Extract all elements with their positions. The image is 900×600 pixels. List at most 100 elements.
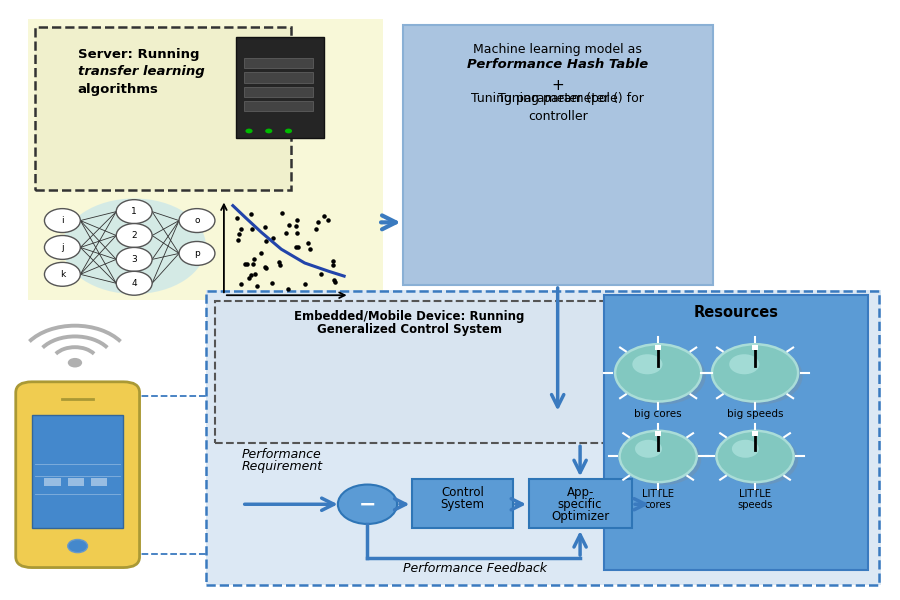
Point xyxy=(244,209,258,219)
Point xyxy=(266,233,281,242)
Text: Generalized Control System: Generalized Control System xyxy=(317,323,502,335)
Bar xyxy=(655,431,661,436)
Bar xyxy=(412,479,513,528)
Point xyxy=(259,236,274,245)
Point xyxy=(290,228,304,238)
Text: i: i xyxy=(61,216,64,225)
Point xyxy=(245,224,259,234)
Point xyxy=(254,248,268,257)
Text: speeds: speeds xyxy=(737,500,773,510)
Bar xyxy=(68,478,84,487)
Bar xyxy=(206,290,881,586)
Point xyxy=(248,269,263,278)
Circle shape xyxy=(615,344,701,401)
Circle shape xyxy=(246,128,253,133)
Text: Machine learning model as: Machine learning model as xyxy=(473,43,642,56)
Bar xyxy=(244,87,312,97)
Text: Requirement: Requirement xyxy=(242,460,323,473)
Text: 3: 3 xyxy=(131,255,137,264)
Circle shape xyxy=(179,209,215,233)
Circle shape xyxy=(619,431,697,482)
Point xyxy=(266,278,280,288)
Text: p: p xyxy=(194,249,200,258)
Bar xyxy=(403,25,713,285)
Circle shape xyxy=(619,347,706,404)
Bar xyxy=(244,73,312,83)
Point xyxy=(282,220,296,230)
Text: o: o xyxy=(194,216,200,225)
Bar xyxy=(215,301,605,443)
Circle shape xyxy=(44,262,80,286)
Point xyxy=(244,270,258,280)
Text: cores: cores xyxy=(644,500,671,510)
Text: App-: App- xyxy=(566,487,594,499)
Bar xyxy=(237,37,324,137)
Text: j: j xyxy=(61,243,64,252)
Bar xyxy=(244,58,312,68)
Point xyxy=(231,235,246,245)
Circle shape xyxy=(44,236,80,259)
Text: Tuning parameter (: Tuning parameter ( xyxy=(498,92,617,105)
Bar xyxy=(604,295,868,570)
Circle shape xyxy=(68,358,82,367)
Circle shape xyxy=(116,247,152,271)
Bar xyxy=(44,478,60,487)
Circle shape xyxy=(729,354,760,374)
Text: LITTLE: LITTLE xyxy=(643,489,674,499)
Point xyxy=(281,284,295,293)
Point xyxy=(247,259,261,269)
Bar xyxy=(752,345,758,350)
Circle shape xyxy=(62,199,206,294)
Point xyxy=(289,242,303,251)
Point xyxy=(233,224,248,234)
Text: k: k xyxy=(59,270,65,279)
Bar xyxy=(206,291,879,586)
Bar xyxy=(28,19,382,300)
Text: Tuning parameter (pole) for: Tuning parameter (pole) for xyxy=(472,92,644,105)
Point xyxy=(273,260,287,270)
Point xyxy=(279,228,293,238)
Circle shape xyxy=(716,431,794,482)
Point xyxy=(289,221,303,231)
Point xyxy=(298,280,312,289)
Text: algorithms: algorithms xyxy=(77,83,158,95)
Circle shape xyxy=(633,354,662,374)
Point xyxy=(317,212,331,221)
Point xyxy=(240,259,255,269)
Text: Performance Feedback: Performance Feedback xyxy=(403,562,547,575)
Text: +: + xyxy=(552,78,564,93)
Text: 2: 2 xyxy=(131,231,137,240)
Point xyxy=(310,217,325,227)
Text: 1: 1 xyxy=(131,207,137,216)
Point xyxy=(326,260,340,270)
Text: 4: 4 xyxy=(131,279,137,288)
Circle shape xyxy=(716,347,803,404)
Circle shape xyxy=(712,344,798,401)
Bar xyxy=(655,345,661,350)
Circle shape xyxy=(266,128,273,133)
Point xyxy=(230,213,244,223)
Point xyxy=(326,257,340,266)
Text: Server: Running: Server: Running xyxy=(77,48,199,61)
Circle shape xyxy=(116,271,152,295)
Circle shape xyxy=(179,241,215,265)
Text: specific: specific xyxy=(558,498,602,511)
Point xyxy=(259,263,274,273)
Circle shape xyxy=(624,434,701,485)
Point xyxy=(291,242,305,252)
Bar xyxy=(32,415,123,528)
Point xyxy=(238,259,252,268)
Point xyxy=(247,254,261,264)
Circle shape xyxy=(44,209,80,233)
Point xyxy=(249,281,264,290)
Text: System: System xyxy=(441,498,484,511)
Text: Optimizer: Optimizer xyxy=(551,510,609,523)
Circle shape xyxy=(116,224,152,247)
Point xyxy=(257,222,272,232)
Point xyxy=(303,244,318,254)
Circle shape xyxy=(721,434,798,485)
Bar xyxy=(35,27,292,190)
Text: big speeds: big speeds xyxy=(727,409,783,419)
Circle shape xyxy=(68,539,87,553)
Bar xyxy=(529,479,632,528)
